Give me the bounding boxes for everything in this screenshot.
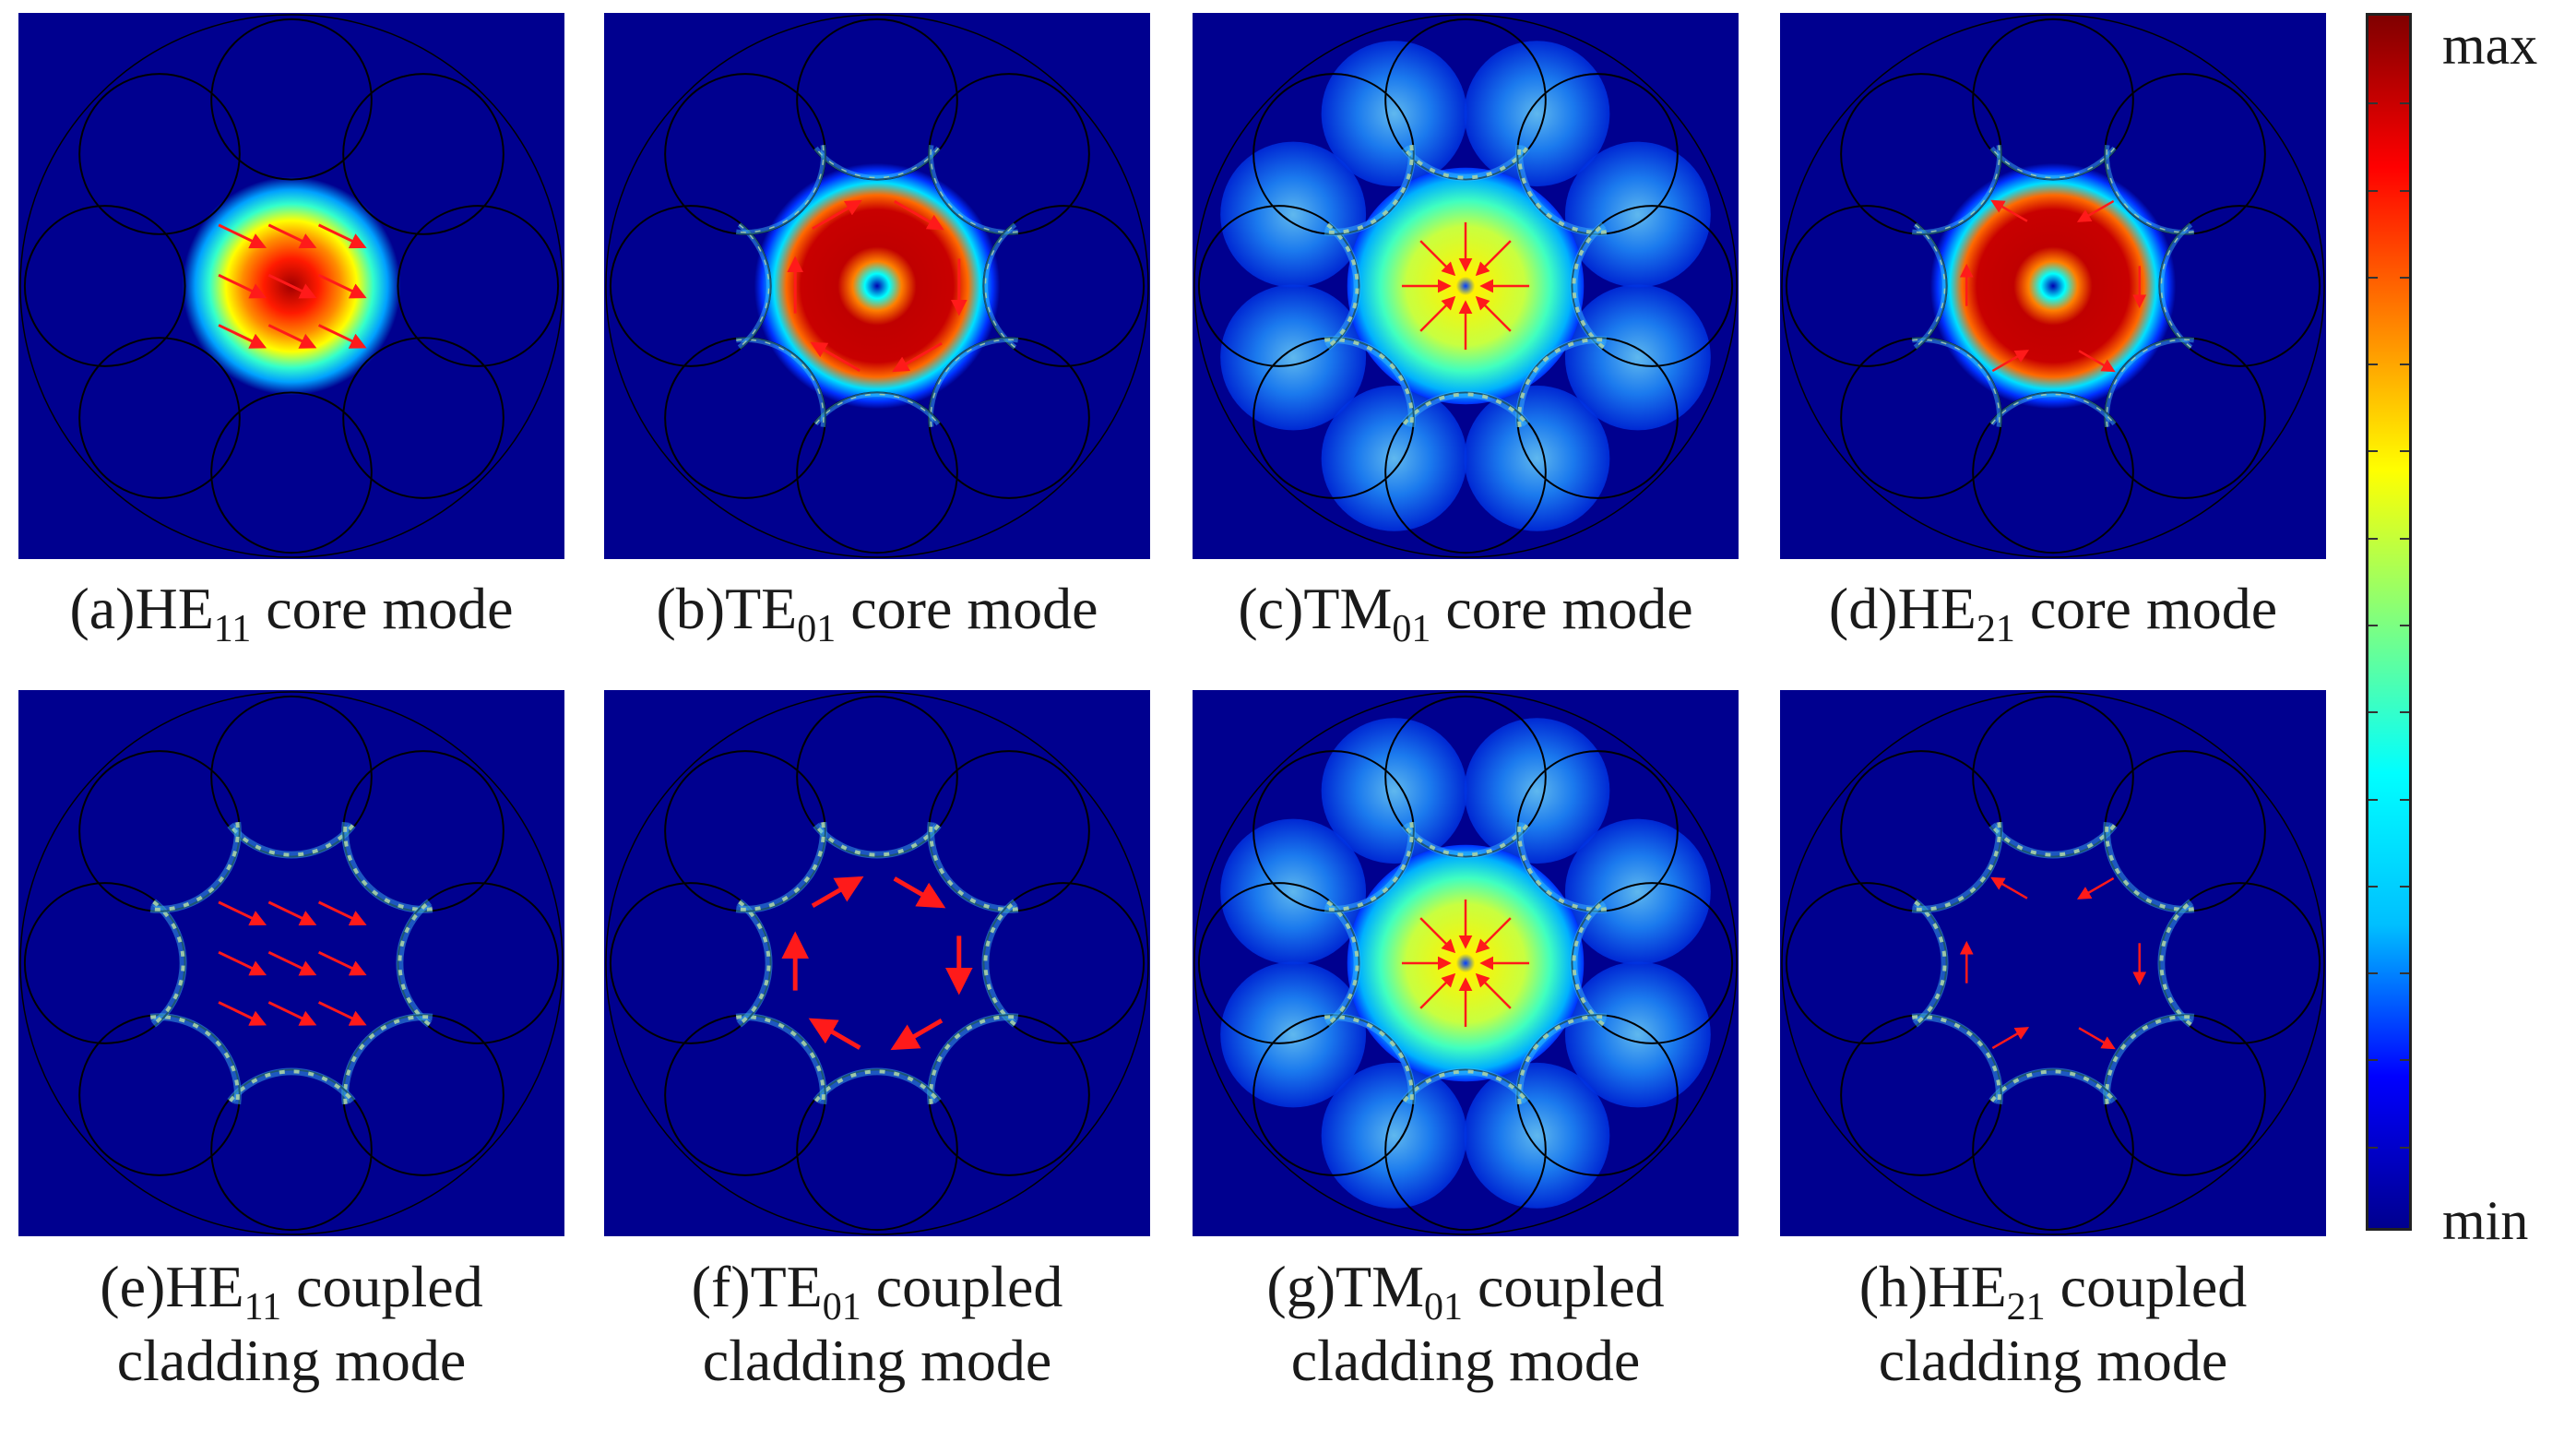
caption-desc: coupled	[281, 1254, 483, 1319]
caption-mode-subscript: 21	[1976, 608, 2015, 650]
caption-mode-subscript: 01	[1392, 608, 1431, 650]
caption-desc: coupled	[2045, 1254, 2248, 1319]
caption-mode: HE	[135, 576, 214, 641]
field-plot-svg-c	[1193, 13, 1739, 559]
caption-b: (b)TE01 core mode	[576, 572, 1178, 649]
field-plot-svg-g	[1193, 690, 1739, 1236]
field-plot-h	[1780, 690, 2326, 1236]
caption-desc-line2: cladding mode	[702, 1328, 1052, 1393]
caption-d: (d)HE21 core mode	[1752, 572, 2354, 649]
caption-g: (g)TM01 coupled cladding mode	[1165, 1250, 1766, 1398]
caption-mode: TE	[725, 576, 798, 641]
caption-mode: HE	[1928, 1254, 2007, 1319]
caption-label: (c)	[1238, 576, 1304, 641]
caption-mode-subscript: 11	[243, 1286, 282, 1329]
caption-c: (c)TM01 core mode	[1165, 572, 1766, 649]
colorbar	[2366, 13, 2412, 1231]
caption-desc: core mode	[2014, 576, 2278, 641]
colorbar-max-label: max	[2442, 15, 2538, 76]
caption-label: (b)	[656, 576, 726, 641]
caption-e: (e)HE11 coupled cladding mode	[0, 1250, 592, 1398]
caption-a: (a)HE11 core mode	[0, 572, 592, 649]
caption-label: (g)	[1266, 1254, 1336, 1319]
field-plot-d	[1780, 13, 2326, 559]
caption-desc: coupled	[1463, 1254, 1665, 1319]
field-plot-f	[604, 690, 1150, 1236]
caption-mode: TE	[750, 1254, 823, 1319]
colorbar-min-label: min	[2442, 1190, 2529, 1251]
field-plot-c	[1193, 13, 1739, 559]
caption-mode-subscript: 01	[822, 1286, 861, 1329]
caption-desc: core mode	[836, 576, 1098, 641]
caption-mode: HE	[165, 1254, 244, 1319]
caption-f: (f)TE01 coupled cladding mode	[576, 1250, 1178, 1398]
caption-desc-line2: cladding mode	[1878, 1328, 2228, 1393]
field-plot-svg-b	[604, 13, 1150, 559]
caption-desc: coupled	[861, 1254, 1063, 1319]
field-plot-svg-d	[1780, 13, 2326, 559]
field-plot-svg-h	[1780, 690, 2326, 1236]
caption-desc-line2: cladding mode	[116, 1328, 467, 1393]
caption-mode: HE	[1897, 576, 1977, 641]
caption-desc: core mode	[1430, 576, 1693, 641]
caption-h: (h)HE21 coupled cladding mode	[1752, 1250, 2354, 1398]
caption-label: (h)	[1858, 1254, 1929, 1319]
caption-mode-subscript: 11	[213, 608, 252, 650]
caption-mode-subscript: 21	[2006, 1286, 2046, 1329]
caption-desc: core mode	[251, 576, 514, 641]
field-plot-svg-a	[18, 13, 564, 559]
caption-label: (a)	[69, 576, 136, 641]
caption-mode-subscript: 01	[1424, 1286, 1464, 1329]
caption-mode: TM	[1335, 1254, 1425, 1319]
field-plot-b	[604, 13, 1150, 559]
caption-mode: TM	[1303, 576, 1393, 641]
caption-mode-subscript: 01	[797, 608, 837, 650]
field-plot-svg-e	[18, 690, 564, 1236]
field-plot-a	[18, 13, 564, 559]
caption-desc-line2: cladding mode	[1290, 1328, 1641, 1393]
caption-label: (e)	[100, 1254, 166, 1319]
field-plot-svg-f	[604, 690, 1150, 1236]
field-plot-e	[18, 690, 564, 1236]
field-plot-g	[1193, 690, 1739, 1236]
caption-label: (d)	[1828, 576, 1898, 641]
caption-label: (f)	[691, 1254, 751, 1319]
